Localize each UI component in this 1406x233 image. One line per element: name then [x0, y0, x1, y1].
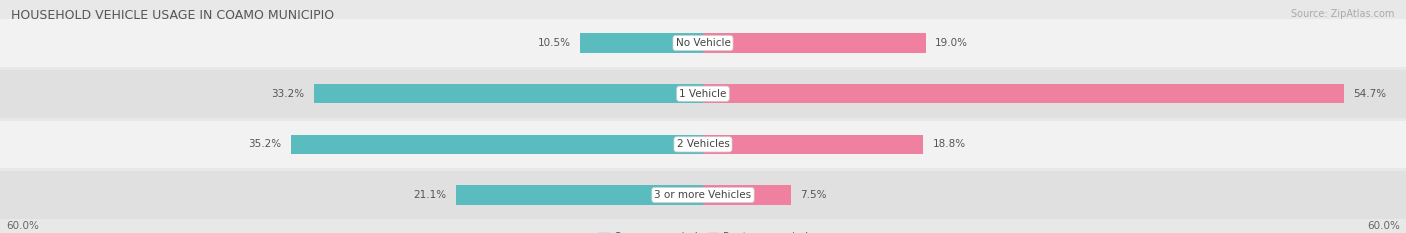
Text: 3 or more Vehicles: 3 or more Vehicles: [654, 190, 752, 200]
Bar: [314, 84, 703, 103]
Bar: [0, 19, 1406, 67]
Bar: [456, 185, 703, 205]
Text: 1 Vehicle: 1 Vehicle: [679, 89, 727, 99]
Text: No Vehicle: No Vehicle: [675, 38, 731, 48]
Bar: [291, 135, 703, 154]
Text: 54.7%: 54.7%: [1354, 89, 1386, 99]
Text: HOUSEHOLD VEHICLE USAGE IN COAMO MUNICIPIO: HOUSEHOLD VEHICLE USAGE IN COAMO MUNICIP…: [11, 9, 335, 22]
Text: 7.5%: 7.5%: [800, 190, 827, 200]
Bar: [703, 33, 925, 53]
Bar: [581, 33, 703, 53]
Text: 10.5%: 10.5%: [537, 38, 571, 48]
Bar: [703, 135, 924, 154]
Text: 21.1%: 21.1%: [413, 190, 447, 200]
Text: Source: ZipAtlas.com: Source: ZipAtlas.com: [1291, 9, 1395, 19]
Text: 18.8%: 18.8%: [932, 139, 966, 149]
Bar: [0, 120, 1406, 168]
Text: 35.2%: 35.2%: [247, 139, 281, 149]
Bar: [0, 171, 1406, 219]
Text: 2 Vehicles: 2 Vehicles: [676, 139, 730, 149]
Bar: [0, 70, 1406, 117]
Legend: Owner-occupied, Renter-occupied: Owner-occupied, Renter-occupied: [595, 228, 811, 233]
Text: 33.2%: 33.2%: [271, 89, 305, 99]
Text: 19.0%: 19.0%: [935, 38, 967, 48]
Bar: [703, 185, 790, 205]
Text: 60.0%: 60.0%: [6, 221, 39, 231]
Bar: [703, 84, 1344, 103]
Text: 60.0%: 60.0%: [1367, 221, 1400, 231]
